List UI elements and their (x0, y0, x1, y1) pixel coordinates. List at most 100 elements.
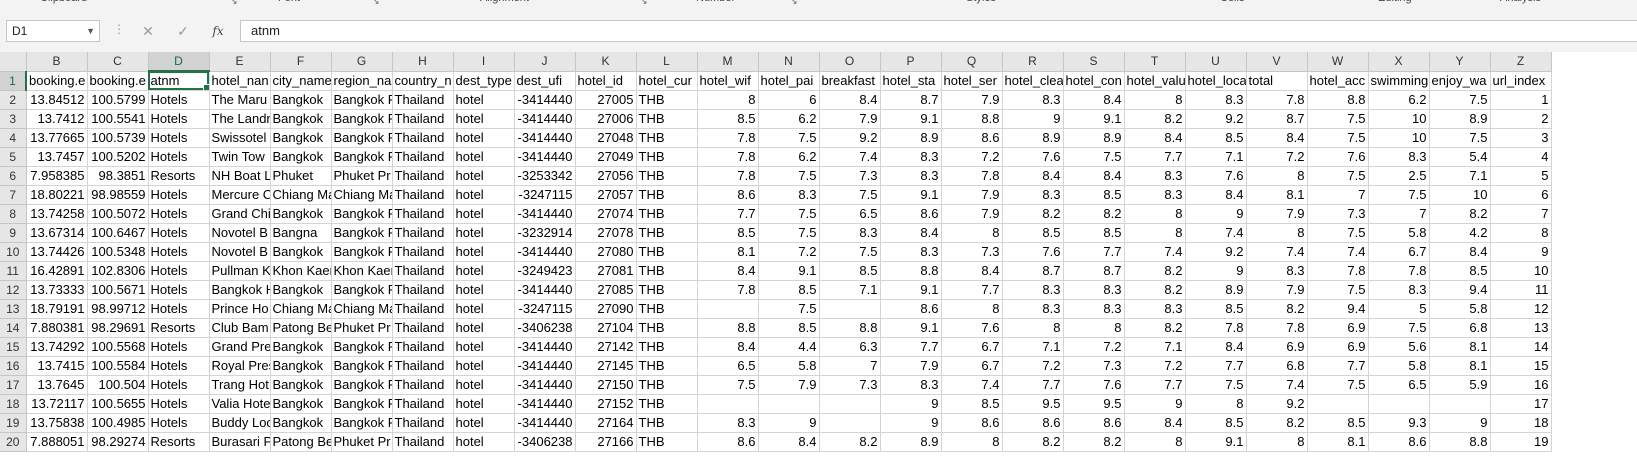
cell-e19[interactable]: Buddy Loc (209, 413, 271, 433)
cell-y18[interactable] (1429, 394, 1491, 414)
cell-s2[interactable]: 8.4 (1063, 90, 1125, 110)
cell-b14[interactable]: 7.880381 (26, 318, 88, 338)
cell-r6[interactable]: 8.4 (1002, 166, 1064, 186)
cell-h1[interactable]: country_n (392, 71, 454, 91)
chevron-down-icon[interactable]: ▼ (86, 26, 95, 36)
cell-f10[interactable]: Bangkok (270, 242, 332, 262)
row-header-9[interactable]: 9 (0, 223, 27, 243)
cell-b17[interactable]: 13.7645 (26, 375, 88, 395)
cell-c2[interactable]: 100.5799 (87, 90, 149, 110)
cell-z3[interactable]: 2 (1490, 109, 1552, 129)
cell-p15[interactable]: 7.7 (880, 337, 942, 357)
cell-e6[interactable]: NH Boat L (209, 166, 271, 186)
row-header-13[interactable]: 13 (0, 299, 27, 319)
cell-x13[interactable]: 5 (1368, 299, 1430, 319)
cell-w17[interactable]: 7.5 (1307, 375, 1369, 395)
cell-p6[interactable]: 8.3 (880, 166, 942, 186)
cell-b18[interactable]: 13.72117 (26, 394, 88, 414)
cell-l18[interactable]: THB (636, 394, 698, 414)
row-header-4[interactable]: 4 (0, 128, 27, 148)
cell-j13[interactable]: -3247115 (514, 299, 576, 319)
cell-i1[interactable]: dest_type (453, 71, 515, 91)
cell-d1[interactable]: atnm (148, 71, 210, 91)
cell-z1[interactable]: url_index (1490, 71, 1552, 91)
cell-e5[interactable]: Twin Tow (209, 147, 271, 167)
cell-k17[interactable]: 27150 (575, 375, 637, 395)
cell-q11[interactable]: 8.4 (941, 261, 1003, 281)
row-header-16[interactable]: 16 (0, 356, 27, 376)
cell-v2[interactable]: 7.8 (1246, 90, 1308, 110)
cell-k15[interactable]: 27142 (575, 337, 637, 357)
cell-c10[interactable]: 100.5348 (87, 242, 149, 262)
cell-v12[interactable]: 7.9 (1246, 280, 1308, 300)
cell-u16[interactable]: 7.7 (1185, 356, 1247, 376)
cell-i12[interactable]: hotel (453, 280, 515, 300)
cell-v11[interactable]: 8.3 (1246, 261, 1308, 281)
cell-t15[interactable]: 7.1 (1124, 337, 1186, 357)
cell-m19[interactable]: 8.3 (697, 413, 759, 433)
cell-t13[interactable]: 8.3 (1124, 299, 1186, 319)
cell-u20[interactable]: 9.1 (1185, 432, 1247, 452)
cell-w5[interactable]: 7.6 (1307, 147, 1369, 167)
column-header-z[interactable]: Z (1490, 52, 1552, 72)
cell-v20[interactable]: 8 (1246, 432, 1308, 452)
cell-m15[interactable]: 8.4 (697, 337, 759, 357)
cell-r3[interactable]: 9 (1002, 109, 1064, 129)
column-header-e[interactable]: E (209, 52, 271, 72)
cell-n3[interactable]: 6.2 (758, 109, 820, 129)
cell-r11[interactable]: 8.7 (1002, 261, 1064, 281)
cell-o17[interactable]: 7.3 (819, 375, 881, 395)
cell-p3[interactable]: 9.1 (880, 109, 942, 129)
cell-i19[interactable]: hotel (453, 413, 515, 433)
cell-b13[interactable]: 18.79191 (26, 299, 88, 319)
cell-e11[interactable]: Pullman K (209, 261, 271, 281)
cell-u7[interactable]: 8.4 (1185, 185, 1247, 205)
cell-s9[interactable]: 8.5 (1063, 223, 1125, 243)
cell-e7[interactable]: Mercure C (209, 185, 271, 205)
select-all-corner[interactable] (0, 52, 27, 72)
cell-r18[interactable]: 9.5 (1002, 394, 1064, 414)
cell-z13[interactable]: 12 (1490, 299, 1552, 319)
column-header-l[interactable]: L (636, 52, 698, 72)
cell-u8[interactable]: 9 (1185, 204, 1247, 224)
cell-r17[interactable]: 7.7 (1002, 375, 1064, 395)
cell-q14[interactable]: 7.6 (941, 318, 1003, 338)
cell-c15[interactable]: 100.5568 (87, 337, 149, 357)
cell-h10[interactable]: Thailand (392, 242, 454, 262)
cell-b3[interactable]: 13.7412 (26, 109, 88, 129)
cell-l9[interactable]: THB (636, 223, 698, 243)
cell-n7[interactable]: 8.3 (758, 185, 820, 205)
cell-d6[interactable]: Resorts (148, 166, 210, 186)
cell-n2[interactable]: 6 (758, 90, 820, 110)
cell-z2[interactable]: 1 (1490, 90, 1552, 110)
cell-y15[interactable]: 8.1 (1429, 337, 1491, 357)
cell-c1[interactable]: booking.e (87, 71, 149, 91)
cell-k11[interactable]: 27081 (575, 261, 637, 281)
cell-o20[interactable]: 8.2 (819, 432, 881, 452)
cell-b5[interactable]: 13.7457 (26, 147, 88, 167)
cell-k20[interactable]: 27166 (575, 432, 637, 452)
cell-g8[interactable]: Bangkok P (331, 204, 393, 224)
cell-k3[interactable]: 27006 (575, 109, 637, 129)
cell-m14[interactable]: 8.8 (697, 318, 759, 338)
cell-s4[interactable]: 8.9 (1063, 128, 1125, 148)
cell-i15[interactable]: hotel (453, 337, 515, 357)
cell-q17[interactable]: 7.4 (941, 375, 1003, 395)
cell-e15[interactable]: Grand Pre (209, 337, 271, 357)
cell-z10[interactable]: 9 (1490, 242, 1552, 262)
cell-x19[interactable]: 9.3 (1368, 413, 1430, 433)
cell-i8[interactable]: hotel (453, 204, 515, 224)
cell-g14[interactable]: Phuket Pr (331, 318, 393, 338)
cell-l4[interactable]: THB (636, 128, 698, 148)
row-header-7[interactable]: 7 (0, 185, 27, 205)
cell-g12[interactable]: Bangkok P (331, 280, 393, 300)
cell-o16[interactable]: 7 (819, 356, 881, 376)
cell-b8[interactable]: 13.74258 (26, 204, 88, 224)
cell-d3[interactable]: Hotels (148, 109, 210, 129)
cell-b2[interactable]: 13.84512 (26, 90, 88, 110)
cell-c19[interactable]: 100.4985 (87, 413, 149, 433)
name-box[interactable]: D1 ▼ (6, 20, 100, 42)
cell-v3[interactable]: 8.7 (1246, 109, 1308, 129)
cell-z14[interactable]: 13 (1490, 318, 1552, 338)
